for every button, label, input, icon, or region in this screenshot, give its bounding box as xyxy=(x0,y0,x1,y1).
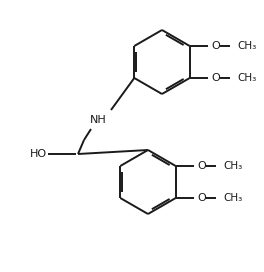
Text: CH₃: CH₃ xyxy=(224,161,243,171)
Text: O: O xyxy=(197,161,206,171)
Text: O: O xyxy=(211,73,220,83)
Text: O: O xyxy=(211,41,220,51)
Text: NH: NH xyxy=(89,115,106,125)
Text: HO: HO xyxy=(30,149,46,159)
Text: CH₃: CH₃ xyxy=(224,193,243,203)
Text: CH₃: CH₃ xyxy=(238,41,257,51)
Text: O: O xyxy=(197,193,206,203)
Text: CH₃: CH₃ xyxy=(238,73,257,83)
